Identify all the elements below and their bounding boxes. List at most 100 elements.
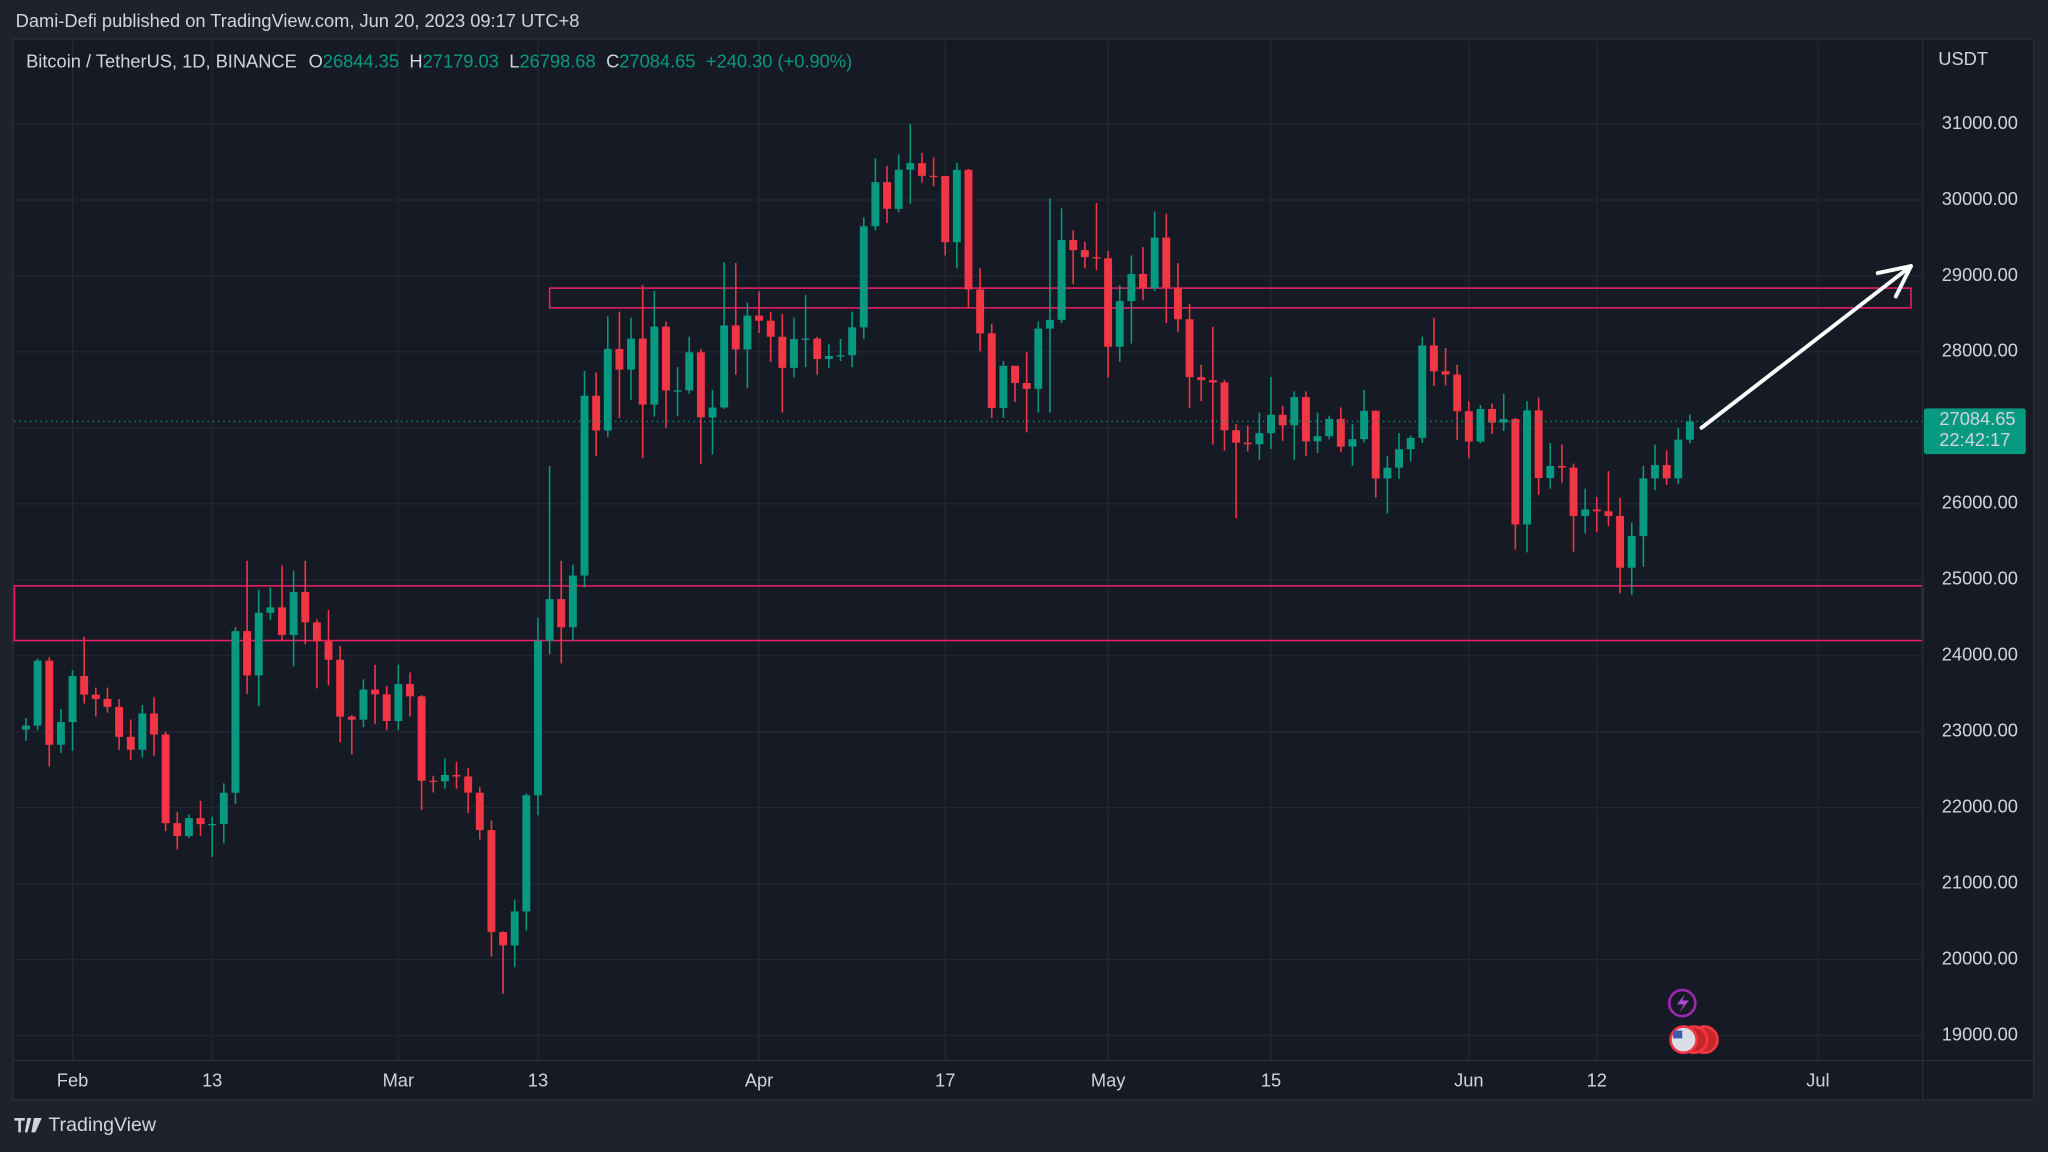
x-tick-label: May bbox=[1091, 1069, 1126, 1090]
candle-body bbox=[976, 289, 985, 334]
candle-body bbox=[1080, 250, 1089, 258]
candle-body bbox=[1220, 382, 1229, 431]
candle-body bbox=[1185, 319, 1194, 378]
candle-body bbox=[662, 326, 670, 391]
candle-body bbox=[464, 776, 473, 793]
candle-body bbox=[941, 176, 950, 243]
candle-body bbox=[1045, 319, 1054, 329]
candle-body bbox=[1092, 257, 1101, 259]
candle-body bbox=[813, 338, 822, 359]
candle-body bbox=[417, 696, 426, 781]
candle-body bbox=[103, 698, 112, 707]
candle-body bbox=[382, 694, 391, 721]
candle-body bbox=[1336, 418, 1345, 447]
candle-body bbox=[580, 395, 589, 576]
x-tick-label: 15 bbox=[1261, 1069, 1281, 1090]
candle-body bbox=[778, 336, 787, 368]
candle-body bbox=[871, 182, 880, 227]
candle-body bbox=[1511, 419, 1520, 525]
candle-body bbox=[80, 676, 89, 695]
chart-frame bbox=[12, 38, 2035, 1101]
candle-body bbox=[33, 660, 42, 726]
candle-body bbox=[1069, 240, 1078, 251]
l-label: L bbox=[509, 51, 519, 72]
candle-body bbox=[1325, 418, 1334, 437]
candle-body bbox=[824, 355, 833, 359]
event-icons bbox=[1667, 988, 1719, 1055]
y-tick-label: 30000.00 bbox=[1942, 188, 2018, 209]
x-tick-label: Jul bbox=[1806, 1069, 1829, 1090]
change: +240.30 (+0.90%) bbox=[706, 51, 852, 72]
y-tick-label: 22000.00 bbox=[1942, 795, 2018, 816]
candle-body bbox=[22, 725, 30, 730]
arrow-head bbox=[1875, 264, 1913, 299]
candle-body bbox=[1429, 345, 1438, 372]
candle-body bbox=[1173, 287, 1182, 320]
candle-body bbox=[1348, 439, 1357, 447]
candle-body bbox=[1278, 414, 1287, 426]
candle-body bbox=[568, 575, 577, 628]
candle-body bbox=[789, 339, 798, 368]
candle-body bbox=[987, 333, 996, 408]
candle-body bbox=[1604, 511, 1613, 516]
candle-body bbox=[1651, 465, 1659, 479]
candle-body bbox=[1383, 467, 1392, 479]
x-tick-label: 12 bbox=[1587, 1069, 1607, 1090]
candle-body bbox=[1371, 410, 1380, 479]
candle-body bbox=[1534, 410, 1543, 479]
candle-body bbox=[557, 599, 566, 628]
symbol: Bitcoin / TetherUS, 1D, BINANCE bbox=[26, 51, 297, 72]
candle-body bbox=[894, 169, 903, 209]
candle-body bbox=[196, 818, 205, 825]
y-tick-label: 20000.00 bbox=[1942, 947, 2018, 968]
candle-body bbox=[68, 676, 77, 723]
brand-name: TradingView bbox=[48, 1114, 157, 1136]
last-price-label: 27084.65 bbox=[1939, 408, 2015, 429]
legend: Bitcoin / TetherUS, 1D, BINANCE O26844.35… bbox=[26, 51, 852, 72]
candle-body bbox=[1301, 397, 1310, 442]
x-tick-label: Apr bbox=[745, 1069, 773, 1090]
candle-body bbox=[545, 599, 554, 641]
zone bbox=[548, 287, 1912, 309]
candle-body bbox=[499, 932, 508, 946]
candle-body bbox=[1162, 237, 1171, 288]
currency-label: USDT bbox=[1938, 48, 1988, 69]
x-tick-label: Feb bbox=[57, 1069, 88, 1090]
candle-body bbox=[1616, 515, 1625, 568]
candle-body bbox=[1488, 408, 1497, 423]
candle-body bbox=[1313, 436, 1322, 442]
y-tick-label: 21000.00 bbox=[1942, 871, 2018, 892]
candle-body bbox=[173, 823, 182, 837]
y-tick-label: 29000.00 bbox=[1942, 264, 2018, 285]
candle-body bbox=[371, 689, 380, 695]
candle-body bbox=[929, 175, 938, 178]
candle-body bbox=[161, 734, 170, 824]
candle-body bbox=[836, 355, 845, 357]
candle-body bbox=[289, 592, 298, 636]
x-tick-label: Jun bbox=[1454, 1069, 1483, 1090]
candle-body bbox=[208, 823, 217, 826]
candle-body bbox=[1674, 439, 1683, 479]
candle-body bbox=[638, 338, 647, 405]
candle-body bbox=[743, 315, 752, 350]
candle-body bbox=[475, 792, 484, 831]
candle-body bbox=[627, 338, 636, 370]
candle-body bbox=[848, 327, 857, 356]
candle-body bbox=[999, 365, 1008, 408]
candle-body bbox=[1464, 411, 1473, 442]
candle-body bbox=[301, 592, 310, 623]
candle-body bbox=[138, 713, 147, 750]
candle-body bbox=[254, 612, 263, 676]
candle-body bbox=[1581, 509, 1590, 516]
candle-body bbox=[440, 774, 449, 782]
logo-mark bbox=[14, 1118, 42, 1133]
candle-body bbox=[720, 325, 729, 408]
candle-body bbox=[1290, 397, 1299, 426]
candle-body bbox=[1022, 382, 1031, 389]
l-value: 26798.68 bbox=[519, 51, 595, 72]
candle-body bbox=[336, 659, 345, 717]
y-tick-label: 19000.00 bbox=[1942, 1023, 2018, 1044]
c-label: C bbox=[606, 51, 619, 72]
candle-body bbox=[1406, 437, 1415, 450]
